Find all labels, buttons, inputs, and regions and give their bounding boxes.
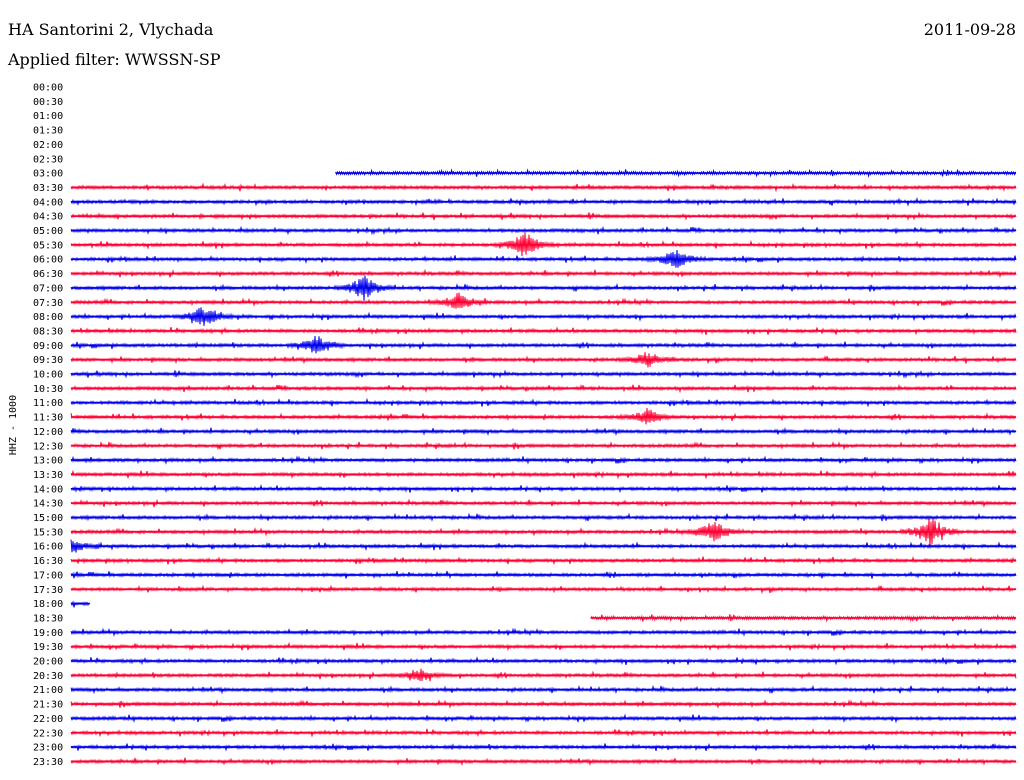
time-tick-label: 05:00	[33, 226, 63, 237]
time-tick-label: 09:00	[33, 341, 63, 352]
time-tick-label: 01:00	[33, 111, 63, 122]
time-tick-label: 23:00	[33, 743, 63, 754]
time-tick-label: 09:30	[33, 355, 63, 366]
time-tick-label: 03:00	[33, 169, 63, 180]
time-tick-label: 12:00	[33, 427, 63, 438]
time-tick-label: 10:30	[33, 384, 63, 395]
time-tick-label: 13:30	[33, 470, 63, 481]
time-tick-label: 13:00	[33, 456, 63, 467]
time-tick-label: 11:30	[33, 413, 63, 424]
seismic-traces	[70, 168, 1017, 767]
time-tick-label: 07:00	[33, 283, 63, 294]
time-tick-label: 14:30	[33, 499, 63, 510]
time-tick-label: 22:30	[33, 728, 63, 739]
time-tick-label: 12:30	[33, 441, 63, 452]
filter-label: Applied filter: WWSSN-SP	[8, 50, 221, 69]
time-tick-label: 22:00	[33, 714, 63, 725]
time-tick-label: 02:30	[33, 154, 63, 165]
time-tick-label: 19:30	[33, 642, 63, 653]
trace-row-0730	[70, 292, 1017, 309]
time-tick-label: 04:00	[33, 197, 63, 208]
time-tick-labels: 00:00 00:30 01:00 01:30 02:00 02:30 03:00 03:30…	[33, 83, 63, 768]
time-tick-label: 18:30	[33, 613, 63, 624]
time-tick-label: 00:00	[33, 83, 63, 94]
time-tick-label: 06:00	[33, 255, 63, 266]
time-tick-label: 04:30	[33, 212, 63, 223]
time-tick-label: 16:00	[33, 542, 63, 553]
channel-label: HHZ - 1000	[8, 395, 19, 455]
time-tick-label: 19:00	[33, 628, 63, 639]
time-tick-label: 21:00	[33, 685, 63, 696]
time-tick-label: 16:30	[33, 556, 63, 567]
time-tick-label: 07:30	[33, 298, 63, 309]
time-tick-label: 17:00	[33, 570, 63, 581]
time-tick-label: 23:30	[33, 757, 63, 768]
time-tick-label: 14:00	[33, 484, 63, 495]
trace-row-1530	[70, 518, 1017, 547]
time-tick-label: 08:00	[33, 312, 63, 323]
time-tick-label: 02:00	[33, 140, 63, 151]
time-tick-label: 03:30	[33, 183, 63, 194]
time-tick-label: 10:00	[33, 370, 63, 381]
time-tick-label: 11:00	[33, 398, 63, 409]
time-tick-label: 05:30	[33, 240, 63, 251]
time-tick-label: 00:30	[33, 97, 63, 108]
time-tick-label: 01:30	[33, 126, 63, 137]
time-tick-label: 15:00	[33, 513, 63, 524]
time-tick-label: 21:30	[33, 700, 63, 711]
time-tick-label: 20:00	[33, 657, 63, 668]
trace-row-1130	[70, 407, 1017, 425]
date-label: 2011-09-28	[923, 20, 1016, 39]
time-tick-label: 15:30	[33, 527, 63, 538]
time-tick-label: 18:00	[33, 599, 63, 610]
station-title: HA Santorini 2, Vlychada	[8, 20, 214, 39]
time-tick-label: 08:30	[33, 326, 63, 337]
time-tick-label: 20:30	[33, 671, 63, 682]
time-tick-label: 17:30	[33, 585, 63, 596]
time-tick-label: 06:30	[33, 269, 63, 280]
